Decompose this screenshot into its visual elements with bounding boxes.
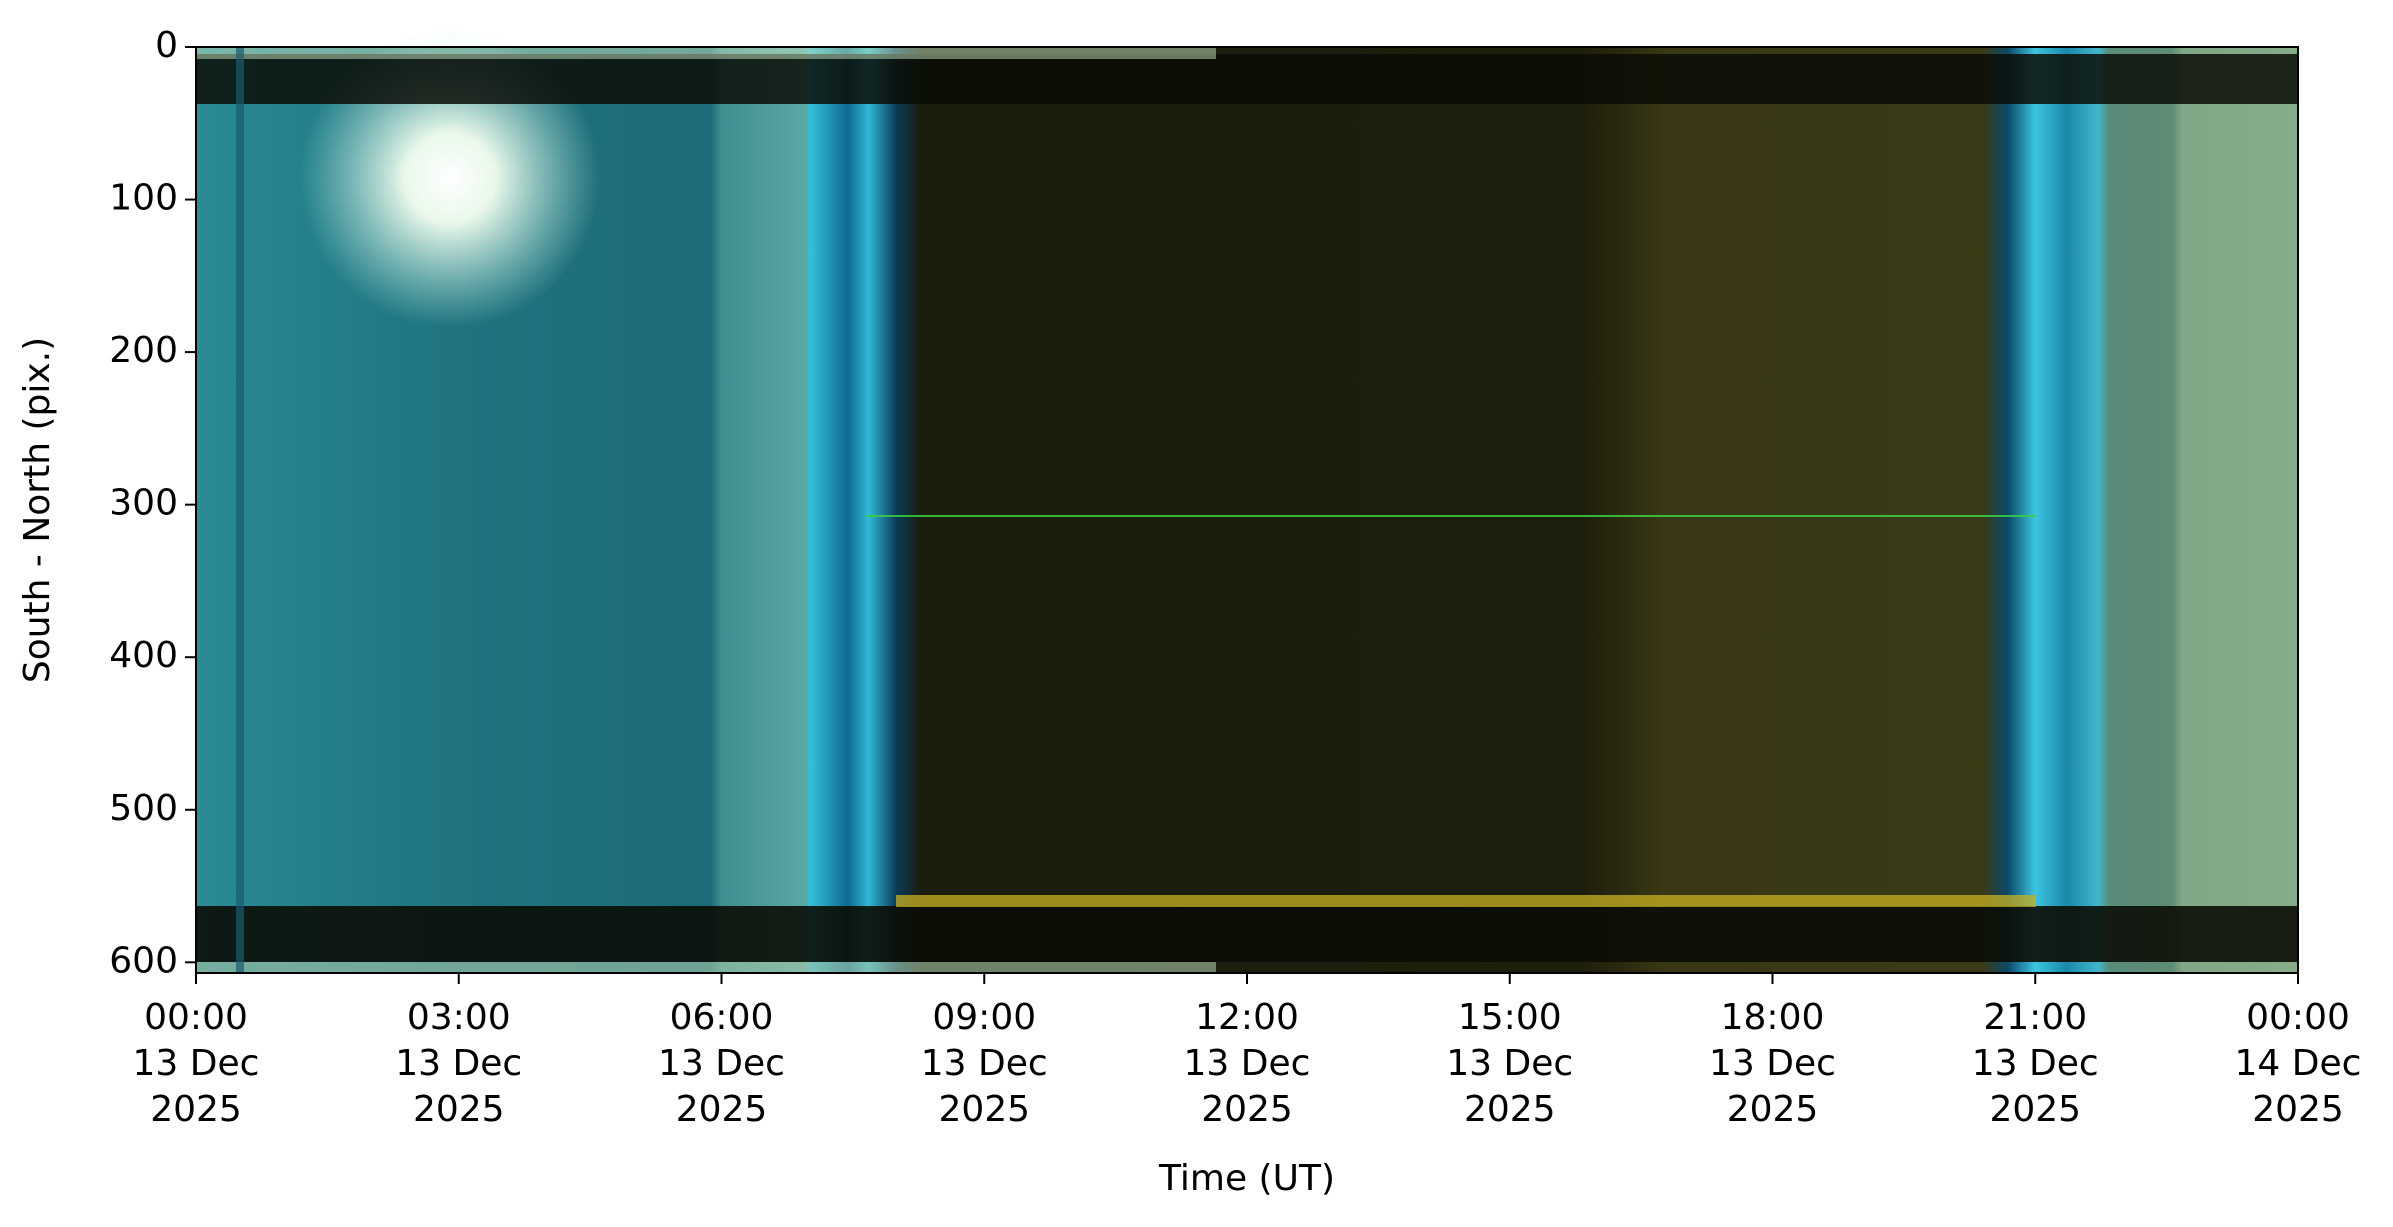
y-tick-label: 300	[109, 483, 178, 524]
x-tick-label: 06:00 13 Dec 2025	[658, 997, 785, 1130]
x-tick-label: 00:00 14 Dec 2025	[2234, 997, 2362, 1130]
y-axis-label: South - North (pix.)	[17, 337, 58, 683]
x-tick-label: 00:00 13 Dec 2025	[132, 997, 260, 1130]
x-tick-label: 12:00 13 Dec 2025	[1183, 997, 1311, 1130]
x-tick-label: 09:00 13 Dec 2025	[920, 997, 1048, 1130]
x-tick-label: 18:00 13 Dec 2025	[1709, 997, 1836, 1130]
y-tick-label: 400	[109, 635, 178, 676]
x-tick-label: 15:00 13 Dec 2025	[1446, 997, 1574, 1130]
y-tick-label: 500	[109, 788, 178, 829]
y-tick-label: 0	[155, 25, 178, 66]
x-axis-label: Time (UT)	[1159, 1158, 1335, 1199]
keogram-image	[196, 28, 2298, 973]
y-tick-label: 200	[109, 330, 178, 371]
x-tick-label: 03:00 13 Dec 2025	[395, 997, 523, 1130]
y-tick-label: 600	[109, 940, 178, 981]
x-tick-label: 21:00 13 Dec 2025	[1971, 997, 2099, 1130]
y-tick-label: 100	[109, 178, 178, 219]
